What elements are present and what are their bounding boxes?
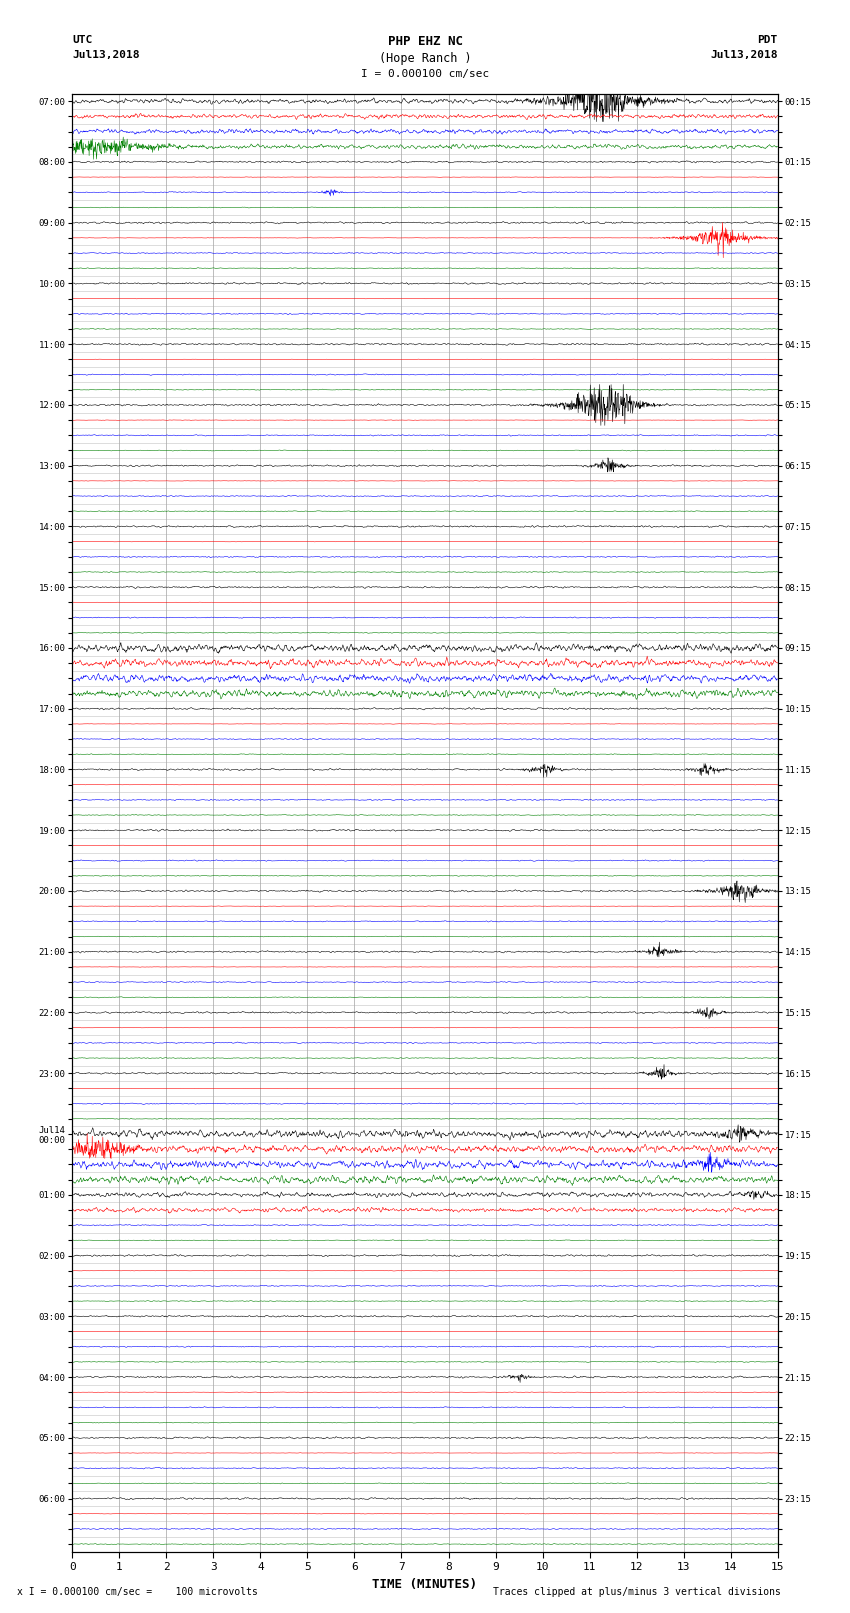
Text: Traces clipped at plus/minus 3 vertical divisions: Traces clipped at plus/minus 3 vertical … xyxy=(493,1587,781,1597)
Text: I = 0.000100 cm/sec: I = 0.000100 cm/sec xyxy=(361,69,489,79)
Text: PHP EHZ NC: PHP EHZ NC xyxy=(388,35,462,48)
Text: Jul13,2018: Jul13,2018 xyxy=(711,50,778,60)
Text: x I = 0.000100 cm/sec =    100 microvolts: x I = 0.000100 cm/sec = 100 microvolts xyxy=(17,1587,258,1597)
Text: PDT: PDT xyxy=(757,35,778,45)
X-axis label: TIME (MINUTES): TIME (MINUTES) xyxy=(372,1578,478,1590)
Text: UTC: UTC xyxy=(72,35,93,45)
Text: (Hope Ranch ): (Hope Ranch ) xyxy=(379,52,471,65)
Text: Jul13,2018: Jul13,2018 xyxy=(72,50,139,60)
